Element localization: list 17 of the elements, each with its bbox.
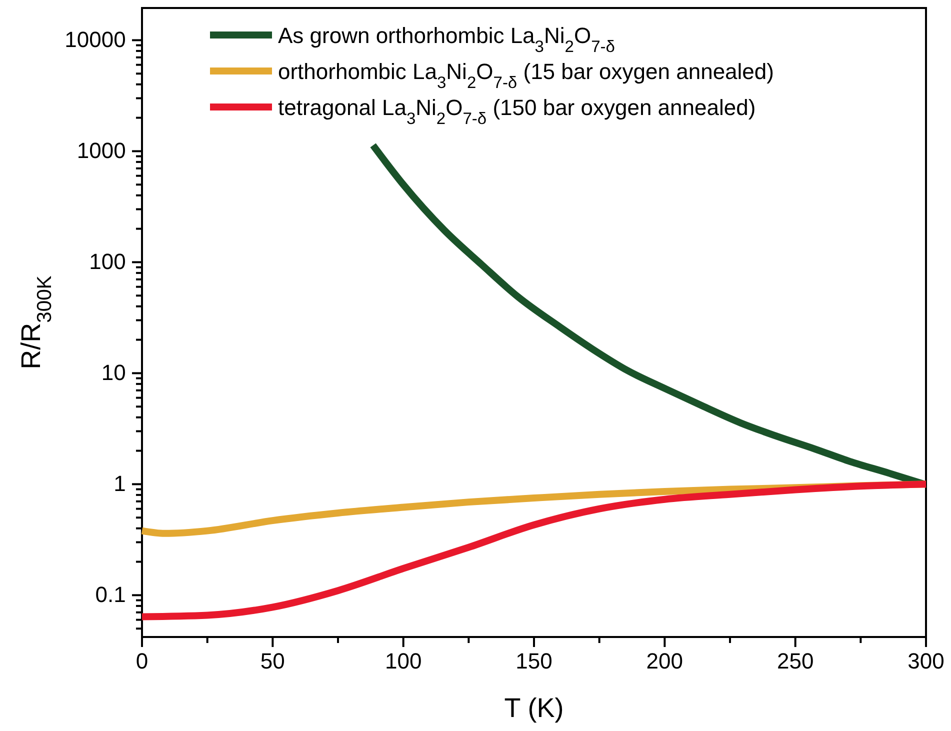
y-tick-label: 1000 <box>76 138 126 164</box>
x-tick-label: 250 <box>776 648 814 674</box>
x-tick-label: 0 <box>136 648 148 674</box>
x-tick-label: 200 <box>646 648 684 674</box>
x-tick-label: 300 <box>908 648 944 674</box>
y-tick-label: 100 <box>89 249 126 274</box>
x-tick-label: 100 <box>384 648 422 674</box>
legend-label: As grown orthorhombic La$_{3}$Ni$_{2}$O$_{7-δ}$ <box>278 23 615 56</box>
y-tick-label: 0.1 <box>95 582 126 608</box>
y-tick-label: 10000 <box>64 27 126 52</box>
x-tick-label: 150 <box>516 648 552 674</box>
x-tick-label: 50 <box>260 648 285 674</box>
y-tick-label: 10 <box>101 360 126 386</box>
y-tick-label: 1 <box>114 471 126 496</box>
legend-label: orthorhombic La$_{3}$Ni$_{2}$O$_{7-δ}$ (15 bar oxygen annealed) <box>278 59 774 92</box>
legend-label: tetragonal La$_{3}$Ni$_{2}$O$_{7-δ}$ (150 bar oxygen annealed) <box>278 95 756 128</box>
x-axis-title: T (K) <box>504 693 564 723</box>
